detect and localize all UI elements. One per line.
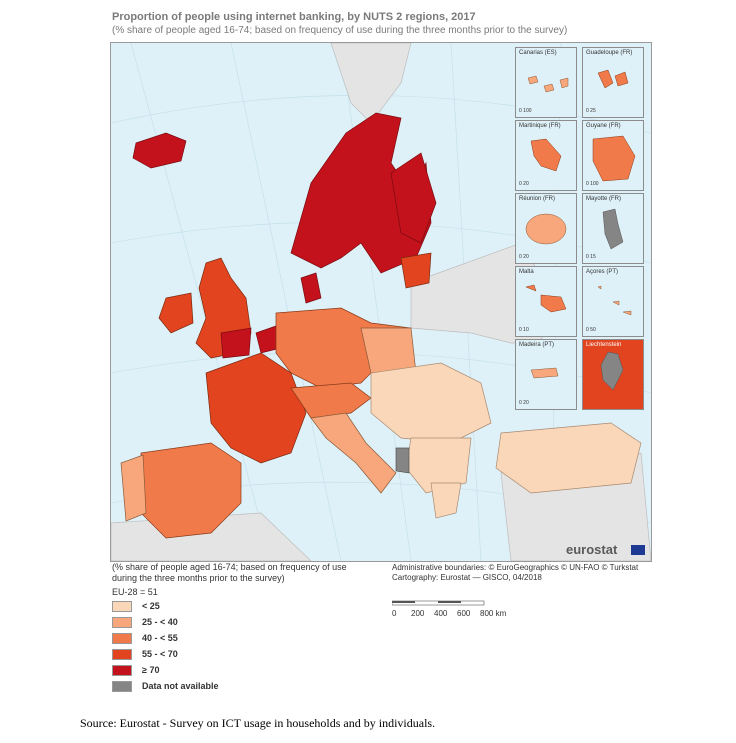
legend-item: 55 - < 70: [112, 646, 219, 662]
inset-guyane: Guyane (FR) 0 100: [582, 120, 644, 191]
region-france: [205, 352, 307, 464]
region-scandinavia: [290, 112, 432, 274]
region-greece: [430, 482, 462, 519]
legend-item: < 25: [112, 598, 219, 614]
inset-scale: 0 100: [519, 108, 532, 114]
inset-label: Martinique (FR): [519, 123, 561, 129]
legend-swatch: [112, 680, 132, 692]
legend-label: 55 - < 70: [142, 649, 178, 659]
legend-swatch: [112, 664, 132, 676]
inset-label: Açores (PT): [586, 269, 619, 275]
inset-label: Guadeloupe (FR): [586, 50, 633, 56]
region-no-data: [395, 447, 410, 474]
legend-item: Data not available: [112, 678, 219, 694]
inset-canarias: Canarias (ES) 0 100: [515, 47, 577, 118]
map-subtitle: (% share of people aged 16-74; based on …: [112, 25, 568, 36]
map-credits: Administrative boundaries: © EuroGeograp…: [392, 563, 662, 583]
legend: < 25 25 - < 40 40 - < 55 55 - < 70 ≥ 70 …: [112, 598, 219, 694]
inset-scale: 0 20: [519, 254, 529, 260]
inset-label: Guyane (FR): [586, 123, 621, 129]
scale-bar: [392, 600, 485, 606]
inset-scale: 0 25: [586, 108, 596, 114]
legend-label: 40 - < 55: [142, 633, 178, 643]
legend-swatch: [112, 600, 132, 612]
region-alps: [290, 382, 372, 419]
region-south-england: [220, 327, 252, 359]
inset-label: Mayotte (FR): [586, 196, 622, 202]
inset-scale: 0 15: [586, 254, 596, 260]
region-poland: [360, 327, 417, 374]
legend-note: (% share of people aged 16-74; based on …: [112, 562, 347, 583]
legend-label: Data not available: [142, 681, 219, 691]
region-portugal: [120, 454, 147, 522]
region-italy: [310, 412, 397, 494]
map-title: Proportion of people using internet bank…: [112, 11, 476, 23]
legend-swatch: [112, 648, 132, 660]
credits-line: Administrative boundaries: © EuroGeograp…: [392, 563, 639, 572]
inset-guadeloupe: Guadeloupe (FR) 0 25: [582, 47, 644, 118]
legend-label: < 25: [142, 601, 160, 611]
inset-label: Liechtenstein: [586, 342, 622, 348]
inset-acores: Açores (PT) 0 50: [582, 266, 644, 337]
inset-martinique: Martinique (FR) 0 20: [515, 120, 577, 191]
inset-scale: 0 20: [519, 400, 529, 406]
region-eastern-europe: [370, 362, 492, 444]
source-note: Source: Eurostat - Survey on ICT usage i…: [80, 716, 436, 730]
inset-label: Canarias (ES): [519, 50, 557, 56]
inset-scale: 0 100: [586, 181, 599, 187]
legend-eu-average: EU-28 = 51: [112, 587, 158, 597]
inset-label: Malta: [519, 269, 534, 275]
region-ireland: [158, 292, 194, 334]
scale-label: 800 km: [480, 609, 507, 618]
inset-scale: 0 20: [519, 181, 529, 187]
legend-item: ≥ 70: [112, 662, 219, 678]
inset-reunion: Réunion (FR) 0 20: [515, 193, 577, 264]
scale-label: 0: [392, 609, 397, 618]
scale-label: 400: [434, 609, 448, 618]
legend-label: 25 - < 40: [142, 617, 178, 627]
inset-label: Madeira (PT): [519, 342, 555, 348]
legend-item: 40 - < 55: [112, 630, 219, 646]
map-frame: Canarias (ES) 0 100 Guadeloupe (FR) 0 25…: [110, 42, 652, 562]
region-iceland: [132, 132, 187, 169]
inset-mayotte: Mayotte (FR) 0 15: [582, 193, 644, 264]
inset-scale: 0 10: [519, 327, 529, 333]
scale-label: 600: [457, 609, 471, 618]
eu-flag-icon: [631, 545, 645, 555]
inset-liechtenstein: Liechtenstein: [582, 339, 644, 410]
inset-malta: Malta 0 10: [515, 266, 577, 337]
non-eu-land-north: [330, 43, 412, 124]
region-spain: [140, 442, 242, 539]
eurostat-logo: eurostat: [566, 542, 618, 557]
scale-label: 200: [411, 609, 425, 618]
inset-label: Réunion (FR): [519, 196, 556, 202]
region-denmark: [300, 272, 322, 304]
region-baltics: [400, 252, 432, 289]
legend-swatch: [112, 632, 132, 644]
legend-swatch: [112, 616, 132, 628]
inset-madeira: Madeira (PT) 0 20: [515, 339, 577, 410]
credits-line: Cartography: Eurostat — GISCO, 04/2018: [392, 573, 542, 582]
legend-label: ≥ 70: [142, 665, 160, 675]
inset-scale: 0 50: [586, 327, 596, 333]
region-finland: [390, 152, 437, 244]
legend-item: 25 - < 40: [112, 614, 219, 630]
region-turkey: [495, 422, 642, 494]
